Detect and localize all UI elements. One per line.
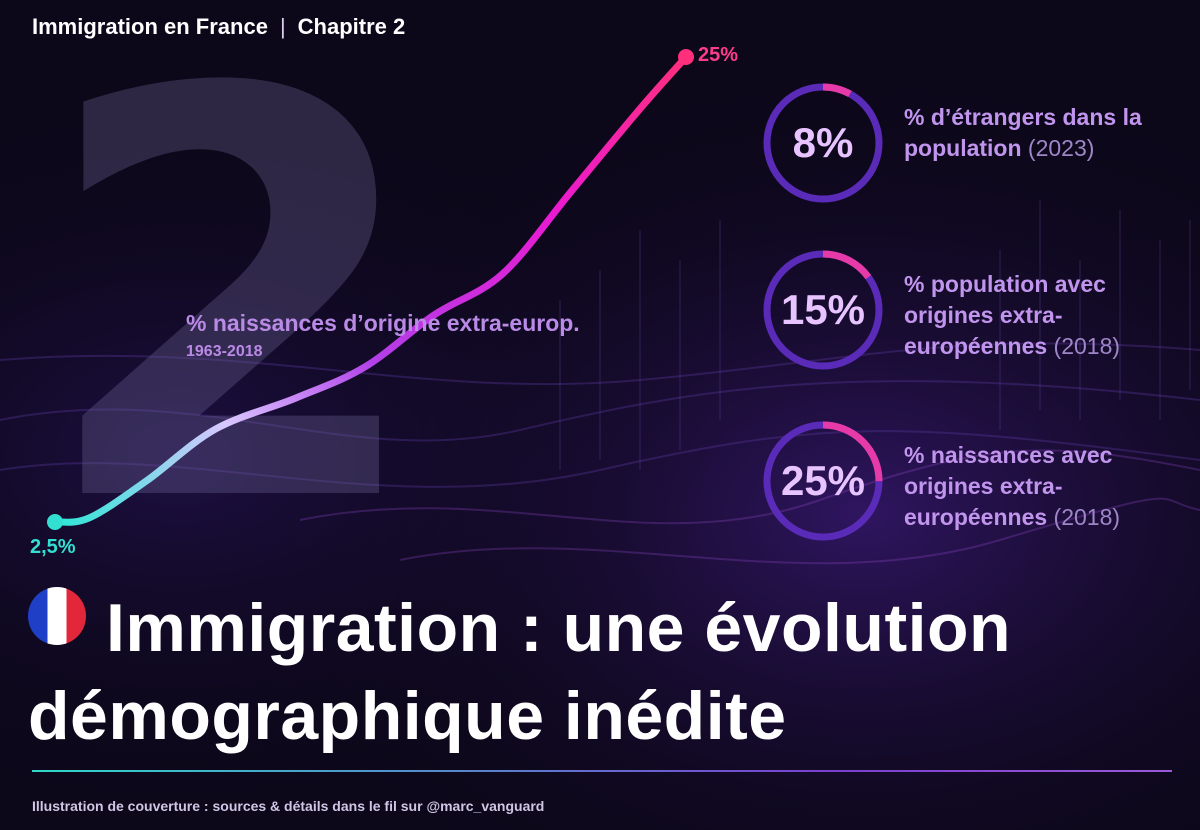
- chapter-number: 2: [38, 0, 428, 626]
- header-chapter: Chapitre 2: [297, 14, 406, 39]
- stat-population-origins: 15% % population avec origines extra-eur…: [760, 247, 1180, 377]
- progress-ring: [763, 421, 883, 541]
- ring-fill: [763, 250, 883, 370]
- chart-title-text: % naissances d’origine extra-europ.: [186, 310, 580, 336]
- stat-label-text: % d’étrangers dans la population: [904, 104, 1142, 161]
- footer-credit: Illustration de couverture : sources & d…: [32, 798, 545, 814]
- divider: [32, 770, 1172, 772]
- stat-label-text: % naissances avec origines extra-europée…: [904, 442, 1113, 530]
- chart-title: % naissances d’origine extra-europ. 1963…: [186, 308, 580, 364]
- main-title: Immigration : une évolution démographiqu…: [28, 584, 1178, 760]
- stat-value: 8%: [792, 119, 854, 166]
- stat-value: 25%: [780, 457, 866, 504]
- stat-label: % population avec origines extra-europée…: [904, 269, 1184, 362]
- title-line-1: Immigration : une évolution: [28, 584, 1178, 672]
- progress-ring: [763, 83, 883, 203]
- stat-value: 15%: [780, 286, 866, 333]
- stat-label-text: % population avec origines extra-europée…: [904, 271, 1106, 359]
- series-line: [51, 53, 690, 526]
- progress-ring: [763, 250, 883, 370]
- stat-births-origins: 25% % naissances avec origines extra-eur…: [760, 418, 1180, 548]
- header-separator: |: [279, 14, 286, 39]
- stat-year: (2018): [1053, 333, 1121, 359]
- title-line-2: démographique inédite: [28, 678, 787, 754]
- end-point: [678, 49, 694, 65]
- start-value-label: 2,5%: [30, 536, 76, 558]
- header: Immigration en France | Chapitre 2: [32, 14, 405, 40]
- chart-subtitle: 1963-2018: [186, 343, 263, 360]
- title-line-1-text: Immigration : une évolution: [106, 590, 1012, 666]
- stat-year: (2023): [1027, 135, 1095, 161]
- ring-fill: [763, 83, 883, 203]
- stat-label: % naissances avec origines extra-europée…: [904, 440, 1184, 533]
- line-chart: [47, 49, 694, 530]
- stat-year: (2018): [1053, 504, 1121, 530]
- stat-foreigners: 8% % d’étrangers dans la population (202…: [760, 80, 1180, 210]
- stat-label: % d’étrangers dans la population (2023): [904, 102, 1184, 164]
- start-point: [47, 514, 63, 530]
- ring-fill: [763, 421, 883, 541]
- french-flag-icon: [28, 587, 86, 645]
- header-topic: Immigration en France: [32, 14, 268, 39]
- end-value-label: 25%: [698, 44, 739, 66]
